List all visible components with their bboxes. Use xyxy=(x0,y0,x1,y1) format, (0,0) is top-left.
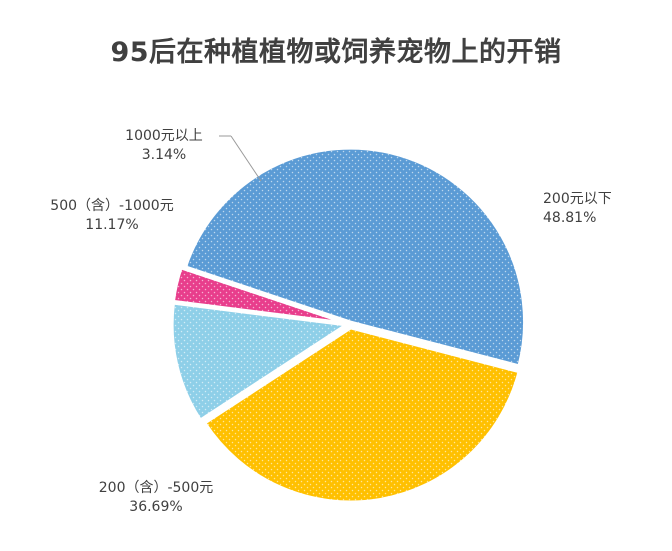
label-over-1000-value: 3.14% xyxy=(141,147,187,163)
label-200-500-name: 200（含）-500元 xyxy=(98,480,214,496)
label-500-1000: 500（含）-1000元 11.17% xyxy=(32,197,192,235)
chart-title: 95后在种植植物或饲养宠物上的开销 xyxy=(110,37,562,68)
label-under-200-name: 200元以下 xyxy=(543,191,612,207)
slice-200-500 xyxy=(203,326,521,504)
label-over-1000-name: 1000元以上 xyxy=(125,128,203,144)
label-over-1000: 1000元以上 3.14% xyxy=(109,127,219,165)
leader-line-1000-plus-diagonal xyxy=(230,135,262,182)
slice-over-1000 xyxy=(171,266,348,325)
slice-500-1000 xyxy=(170,301,348,422)
pie-slices xyxy=(170,146,527,504)
label-500-1000-name: 500（含）-1000元 xyxy=(50,198,174,214)
label-200-500: 200（含）-500元 36.69% xyxy=(75,479,237,517)
label-under-200: 200元以下 48.81% xyxy=(543,190,612,228)
label-500-1000-value: 11.17% xyxy=(85,217,139,233)
slice-under-200 xyxy=(184,146,527,368)
label-200-500-value: 36.69% xyxy=(129,499,183,515)
label-under-200-value: 48.81% xyxy=(543,210,597,226)
